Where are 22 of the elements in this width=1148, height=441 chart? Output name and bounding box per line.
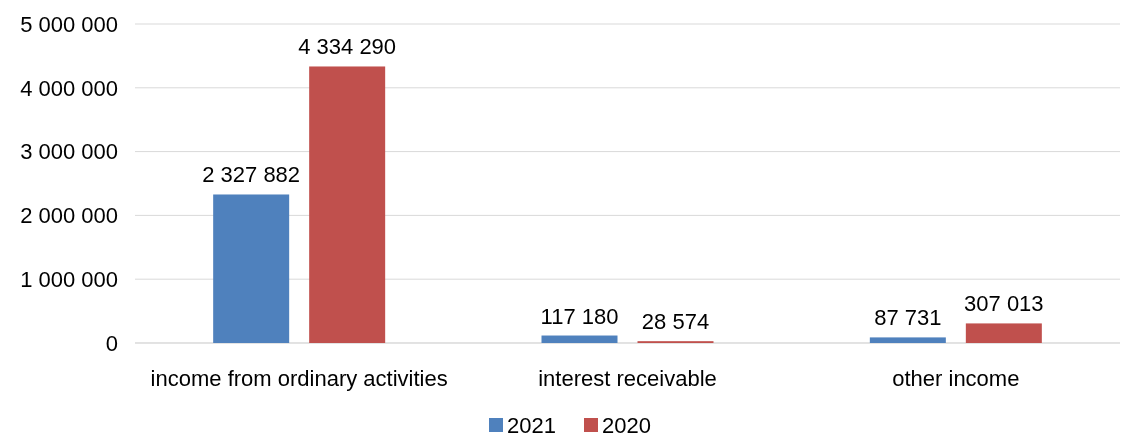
bar (213, 194, 290, 343)
bar (541, 335, 618, 343)
x-tick-label: income from ordinary activities (150, 366, 448, 391)
legend-label: 2021 (507, 413, 556, 438)
y-tick-label: 4 000 000 (20, 75, 118, 101)
data-label: 4 334 290 (298, 34, 397, 60)
y-tick-label: 2 000 000 (20, 203, 118, 229)
legend-label: 2020 (602, 413, 651, 438)
bar (309, 66, 386, 343)
y-tick-label: 1 000 000 (20, 266, 118, 292)
data-label: 28 574 (641, 309, 710, 335)
bar (965, 323, 1042, 343)
data-label: 307 013 (964, 291, 1044, 317)
x-tick-label: other income (892, 366, 1020, 391)
bar (869, 337, 946, 343)
x-tick-label: interest receivable (538, 366, 717, 391)
y-tick-label: 3 000 000 (20, 139, 118, 165)
y-tick-label: 0 (105, 330, 118, 356)
data-label: 2 327 882 (202, 162, 301, 188)
data-label: 87 731 (874, 305, 942, 331)
data-label: 117 180 (540, 303, 619, 329)
y-tick-label: 5 000 000 (20, 11, 118, 37)
